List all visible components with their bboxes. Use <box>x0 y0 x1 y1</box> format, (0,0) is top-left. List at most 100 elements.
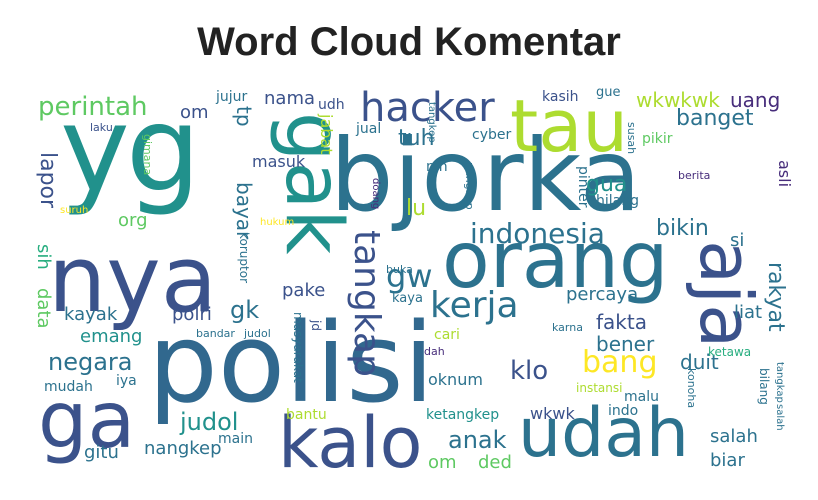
word-jual: jual <box>356 121 382 137</box>
word-doang: doang <box>370 178 381 210</box>
word-ga: ga <box>38 376 136 466</box>
word-uang: uang <box>730 88 781 112</box>
word-masuk: masuk <box>252 152 306 171</box>
word-pinter: pinter <box>575 166 591 208</box>
word-wkwkwk: wkwkwk <box>636 88 720 112</box>
word-yg: yg <box>60 82 201 218</box>
word-tangkap-small: tangkap <box>774 362 785 403</box>
word-ketangkep: ketangkep <box>426 407 500 423</box>
word-berita: berita <box>678 169 711 182</box>
word-cari: cari <box>434 327 460 343</box>
word-bayar: bayar <box>232 182 256 240</box>
word-klo: klo <box>510 356 549 386</box>
word-kasih: kasih <box>542 89 579 105</box>
word-jujur: jujur <box>216 89 248 105</box>
word-aja: aja <box>684 240 768 349</box>
word-iya: iya <box>116 373 137 389</box>
word-cloud: yg bjorka nya polisi gak orang aja tau k… <box>30 82 792 482</box>
word-salah: salah <box>710 426 758 447</box>
word-fakta: fakta <box>596 310 647 334</box>
word-bantu: bantu <box>286 407 327 423</box>
word-buka: buka <box>386 263 413 276</box>
word-nangkap: nangkap <box>463 162 476 210</box>
word-gk: gk <box>230 296 260 324</box>
word-judol-small: judol <box>244 327 271 340</box>
word-jabat: jabat <box>317 114 336 155</box>
word-konoha: konoha <box>685 368 698 409</box>
word-kaya: kaya <box>392 291 423 306</box>
word-kayak: kayak <box>64 304 118 325</box>
word-om-ded: om <box>428 452 457 473</box>
word-instansi: instansi <box>576 381 623 395</box>
word-polri: polri <box>172 304 212 325</box>
word-lapor: lapor <box>35 152 60 209</box>
word-susah: susah <box>625 122 638 155</box>
word-emang: emang <box>80 326 143 347</box>
word-tuh: tuh <box>398 126 435 151</box>
word-gimana: gimana <box>141 134 154 176</box>
word-malu: malu <box>624 389 659 405</box>
word-gak: gak <box>268 112 358 255</box>
word-koruptor: koruptor <box>237 232 251 283</box>
word-org: org <box>118 210 148 231</box>
word-bang: bang <box>582 345 658 380</box>
word-nama: nama <box>264 88 316 109</box>
word-bandar: bandar <box>196 327 235 340</box>
word-udh: udh <box>318 97 345 113</box>
word-gitu: gitu <box>84 442 119 463</box>
word-mudah: mudah <box>44 379 93 395</box>
word-bjorka: bjorka <box>330 117 641 234</box>
word-negara: negara <box>48 348 133 376</box>
word-laku: laku <box>90 121 113 134</box>
word-bikin: bikin <box>656 216 709 241</box>
word-data: data <box>33 288 54 329</box>
word-ketawa: ketawa <box>708 345 752 359</box>
word-wkwk: wkwk <box>530 404 575 423</box>
word-nya: nya <box>48 226 218 333</box>
word-hukum: hukum <box>260 217 295 228</box>
chart-title: Word Cloud Komentar <box>197 20 621 64</box>
word-oknum: oknum <box>428 370 483 389</box>
word-anak: anak <box>448 426 507 454</box>
word-masyarakat: masyarakat <box>291 312 305 383</box>
word-percaya: percaya <box>566 284 639 305</box>
word-sih: sih <box>33 244 54 270</box>
word-judol: judol <box>180 408 239 436</box>
word-gw: gw <box>386 257 433 295</box>
word-jd: tangkep <box>426 102 437 143</box>
word-lu: lu <box>406 196 427 221</box>
word-kalo: kalo <box>278 402 423 482</box>
word-kerja: kerja <box>430 285 519 326</box>
word-indonesia: indonesia <box>470 217 605 250</box>
word-main: main <box>218 431 253 447</box>
word-tangkep: jd <box>309 320 323 331</box>
word-gua: gua <box>586 172 628 197</box>
word-pikir: pikir <box>642 131 673 147</box>
word-nih: nih <box>426 159 448 175</box>
word-suruh: suruh <box>60 205 89 216</box>
word-polisi: polisi <box>148 299 435 427</box>
word-gue: gue <box>596 85 621 100</box>
word-perintah: perintah <box>38 92 148 122</box>
word-pake: pake <box>282 280 326 301</box>
word-liat: liat <box>734 302 763 323</box>
word-ded: ded <box>478 452 512 473</box>
word-hacker: hacker <box>360 85 495 131</box>
word-si: si <box>730 230 745 251</box>
word-bilang: bilang <box>757 368 771 405</box>
word-tp: tp <box>232 106 256 127</box>
word-tau: tau <box>510 84 628 168</box>
word-rakyat: rakyat <box>763 262 788 332</box>
word-tangkap: tangkap <box>346 230 387 377</box>
word-cyber: cyber <box>472 127 512 143</box>
word-duit: duit <box>680 350 719 374</box>
word-bener: bener <box>596 332 655 356</box>
word-om: om <box>180 102 209 123</box>
word-udah: udah <box>518 394 690 473</box>
word-banget: banget <box>676 106 754 131</box>
word-nangkep: nangkep <box>144 438 222 459</box>
word-indo: indo <box>608 403 639 419</box>
word-hilang: hilang <box>596 193 639 209</box>
word-biar: biar <box>710 450 745 471</box>
word-salah-tangkap: salah <box>774 404 785 431</box>
